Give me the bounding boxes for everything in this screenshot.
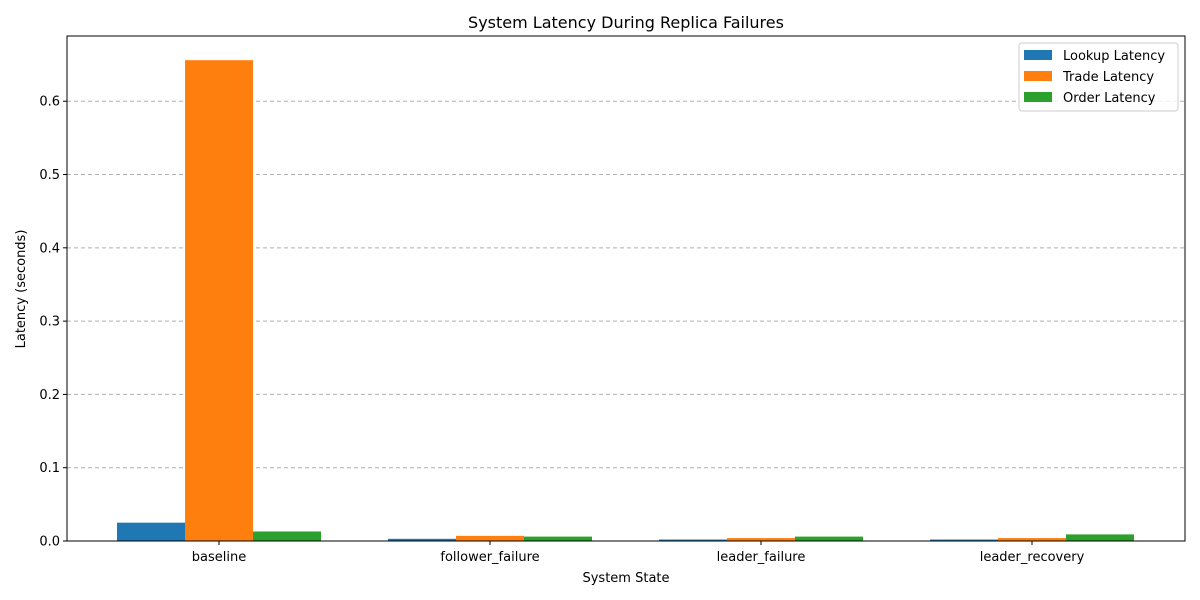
y-tick-label: 0.0 xyxy=(39,535,60,550)
y-tick-label: 0.2 xyxy=(39,388,60,403)
legend-entry-label: Trade Latency xyxy=(1062,70,1154,85)
y-tick-label: 0.1 xyxy=(39,461,60,476)
x-axis-ticks: baseline follower_failure leader_failure le… xyxy=(192,541,1085,565)
y-tick-label: 0.4 xyxy=(39,241,60,256)
bar-lookup-latency-baseline xyxy=(117,522,185,541)
bar-trade-latency-leader-recovery xyxy=(998,538,1066,541)
x-tick-label: follower_failure xyxy=(440,550,539,565)
legend-box xyxy=(1018,42,1179,112)
x-tick-label: baseline xyxy=(192,550,246,565)
bar-lookup-latency-follower-failure xyxy=(388,538,456,541)
gridlines xyxy=(67,100,1185,469)
plot-frame xyxy=(66,35,1186,542)
y-tick-label: 0.6 xyxy=(39,95,60,110)
bar-lookup-latency-leader-failure xyxy=(659,539,727,541)
x-axis-label: System State xyxy=(582,571,669,586)
bar-order-latency-leader-failure xyxy=(795,536,863,541)
legend-swatch xyxy=(1024,50,1052,60)
bars xyxy=(117,60,1134,542)
legend-entry-label: Order Latency xyxy=(1063,91,1156,106)
legend-swatch xyxy=(1024,92,1052,102)
legend-entry-label: Lookup Latency xyxy=(1063,49,1165,64)
x-tick-label: leader_failure xyxy=(717,550,806,565)
bar-lookup-latency-leader-recovery xyxy=(930,539,998,541)
x-tick-label: leader_recovery xyxy=(980,550,1085,565)
bar-order-latency-leader-recovery xyxy=(1066,534,1134,541)
legend: Lookup Latency Trade Latency Order Latency xyxy=(1018,42,1179,112)
legend-swatch xyxy=(1024,71,1052,81)
bar-trade-latency-leader-failure xyxy=(727,538,795,541)
bar-order-latency-follower-failure xyxy=(524,536,592,541)
y-axis-label: Latency (seconds) xyxy=(14,230,29,349)
y-tick-label: 0.5 xyxy=(39,168,60,183)
y-axis-ticks: 0.0 0.1 0.2 0.3 0.4 0.5 0.6 xyxy=(39,95,67,550)
bar-order-latency-baseline xyxy=(253,531,321,541)
bar-trade-latency-baseline xyxy=(185,60,253,542)
y-tick-label: 0.3 xyxy=(39,315,60,330)
bar-trade-latency-follower-failure xyxy=(456,535,524,541)
chart-title: System Latency During Replica Failures xyxy=(468,13,784,32)
